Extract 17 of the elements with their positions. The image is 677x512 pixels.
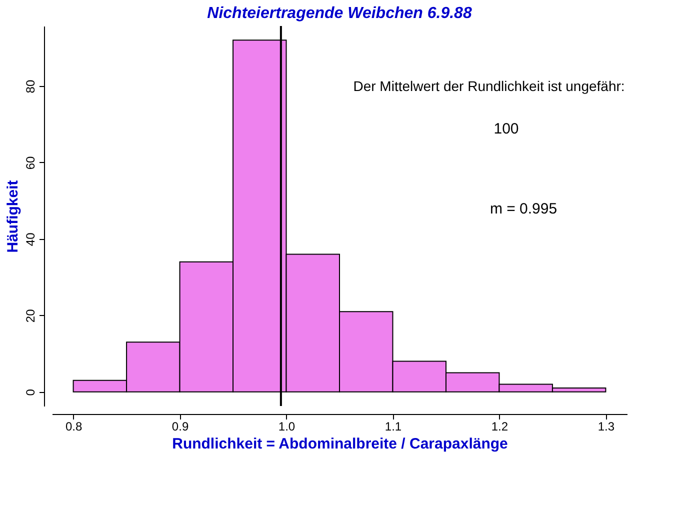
y-tick-label: 60: [24, 156, 38, 170]
x-tick-label: 1.3: [598, 420, 615, 434]
y-tick-label: 20: [24, 308, 38, 323]
x-tick-label: 1.0: [278, 420, 296, 434]
chart-title: Nichteiertragende Weibchen 6.9.88: [207, 5, 472, 22]
annotation: Der Mittelwert der Rundlichkeit ist ungefähr:: [353, 78, 625, 94]
annotation: 100: [494, 120, 519, 138]
y-axis-title: Häufigkeit: [4, 180, 22, 253]
y-tick-label: 80: [24, 80, 38, 94]
y-tick-label: 40: [24, 232, 38, 246]
annotation: m = 0.995: [490, 200, 558, 218]
y-tick-label: 0: [24, 388, 38, 396]
x-tick-label: 1.1: [384, 420, 402, 434]
x-axis-title: Rundlichkeit = Abdominalbreite / Carapaxlänge: [172, 436, 508, 452]
x-tick-label: 0.9: [172, 420, 189, 434]
x-tick-label: 1.2: [491, 420, 508, 434]
x-tick-label: 0.8: [65, 420, 82, 434]
